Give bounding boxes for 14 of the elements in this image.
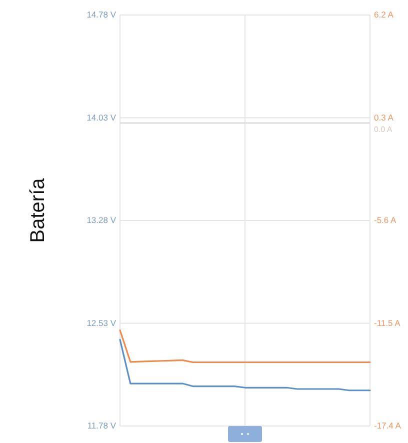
y2-tick-label: -11.5 A: [374, 318, 401, 328]
y2-tick-label: 0.3 A: [374, 112, 394, 122]
y-tick-label: 11.78 V: [87, 420, 116, 431]
line-series: [119, 329, 371, 364]
y2-tick-label: 6.2 A: [374, 10, 394, 20]
y-tick-label: 14.03 V: [86, 112, 116, 122]
line-series: [119, 338, 371, 392]
y-tick-label: 13.28 V: [86, 215, 116, 226]
y-tick-label: 12.53 V: [86, 318, 116, 328]
y2-tick-label: -17.4 A: [374, 420, 402, 431]
ref-line-label: 0.0 A: [374, 124, 393, 134]
y-tick-label: 14.78 V: [86, 10, 116, 20]
y2-tick-label: -5.6 A: [374, 215, 397, 226]
y-axis-title: Batería: [27, 177, 49, 243]
